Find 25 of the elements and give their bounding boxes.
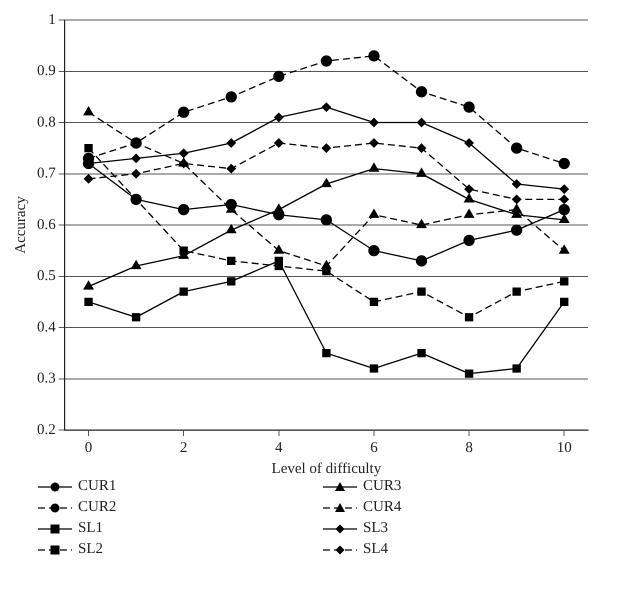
y-tick-label: 0.4: [37, 319, 56, 336]
y-tick-label: 0.5: [37, 268, 56, 284]
legend-label: SL1: [78, 520, 104, 537]
x-tick-label: 6: [370, 440, 378, 456]
x-tick-label: 4: [275, 440, 284, 456]
legend-label: SL2: [78, 541, 104, 558]
y-axis-title: Accuracy: [12, 196, 29, 254]
x-tick-label: 2: [180, 440, 188, 456]
y-tick-label: 0.2: [37, 422, 56, 438]
y-tick-label: 0.7: [37, 166, 56, 182]
x-tick-label: 10: [556, 440, 572, 456]
y-tick-label: 0.8: [37, 114, 56, 130]
legend-label: CUR2: [78, 499, 116, 516]
y-tick-label: 1: [48, 12, 56, 28]
legend-label: CUR3: [363, 478, 402, 495]
x-axis-title: Level of difficulty: [272, 460, 382, 477]
y-tick-label: 0.6: [37, 216, 56, 233]
x-tick-label: 0: [84, 440, 92, 456]
legend-label: SL4: [363, 541, 388, 558]
x-tick-label: 8: [465, 440, 473, 456]
legend-label: SL3: [363, 520, 388, 537]
legend-label: CUR1: [78, 478, 116, 495]
y-tick-label: 0.3: [37, 370, 56, 387]
y-tick-label: 0.9: [37, 63, 56, 80]
legend-label: CUR4: [363, 499, 402, 516]
